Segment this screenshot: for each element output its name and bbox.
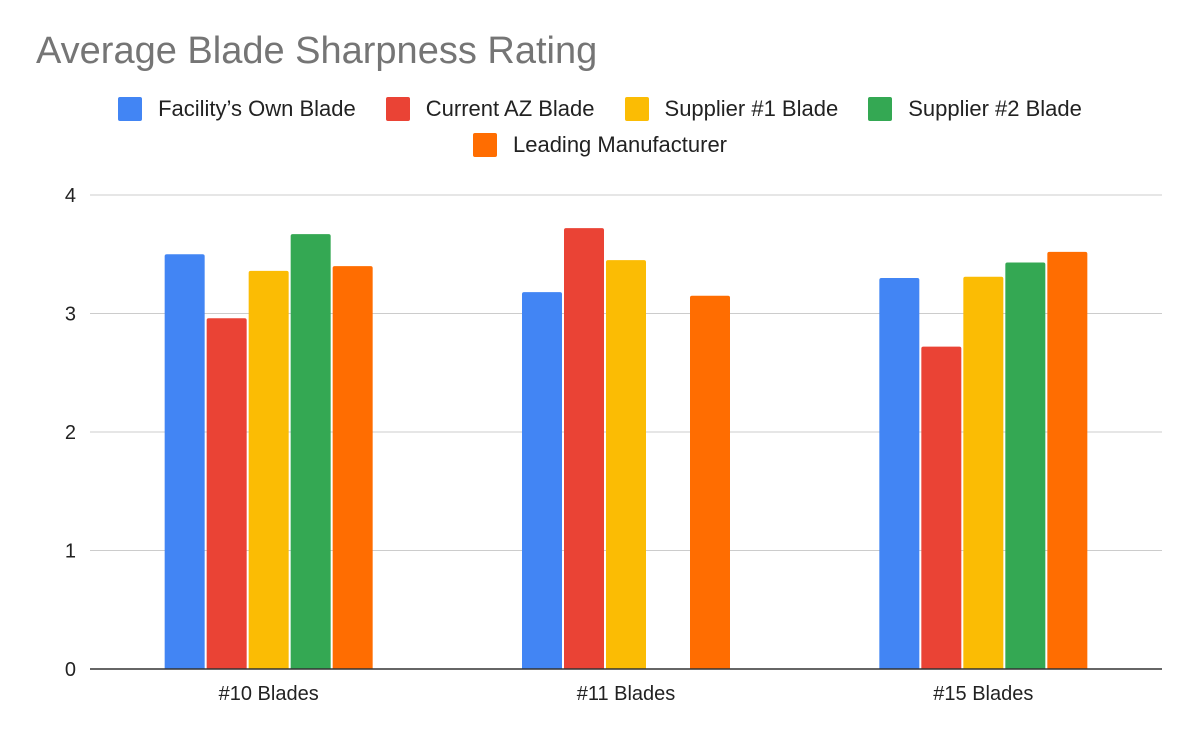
bar [921,346,962,669]
bar [963,276,1004,669]
bar [164,254,205,669]
x-tick-label: #10 Blades [219,683,319,705]
x-tick-label: #11 Blades [577,683,676,705]
legend-row: Facility’s Own Blade Current AZ Blade Supp… [0,96,1200,122]
bar [290,234,331,670]
legend-swatch [472,133,497,157]
chart-title: Average Blade Sharpness Rating [36,30,598,72]
legend-swatch [868,97,893,121]
legend-item: Leading Manufacturer [472,132,728,158]
bar [248,270,289,669]
y-tick-label: 4 [65,185,76,207]
legend-swatch [385,97,410,121]
legend-label: Supplier #2 Blade [908,96,1082,121]
bar [522,292,562,669]
bar [1047,251,1088,669]
legend-swatch [624,97,649,121]
legend-item: Supplier #2 Blade [868,96,1082,122]
x-tick-label: #15 Blades [933,683,1033,705]
y-tick-label: 1 [65,541,76,563]
bar [564,228,604,669]
axes: 0 1 2 3 4 #10 Blades #11 Blades #15 Blades [65,185,1162,705]
legend-row: Leading Manufacturer [0,132,1200,158]
legend: Facility’s Own Blade Current AZ Blade Supp… [0,96,1200,158]
legend-label: Current AZ Blade [425,96,595,121]
y-tick-label: 2 [65,422,76,444]
bars [164,228,1088,670]
bar [879,277,920,669]
bar [606,260,646,669]
bar [690,295,730,669]
bar [206,318,247,669]
y-tick-label: 0 [65,659,76,681]
legend-label: Facility’s Own Blade [158,96,356,121]
y-tick-label: 3 [65,304,76,326]
legend-label: Supplier #1 Blade [664,96,839,121]
legend-label: Leading Manufacturer [512,132,728,157]
legend-item: Facility’s Own Blade [118,96,356,122]
bar [332,266,373,669]
bar [1005,262,1046,669]
legend-item: Supplier #1 Blade [624,96,839,122]
legend-item: Current AZ Blade [385,96,595,122]
legend-swatch [118,97,143,121]
